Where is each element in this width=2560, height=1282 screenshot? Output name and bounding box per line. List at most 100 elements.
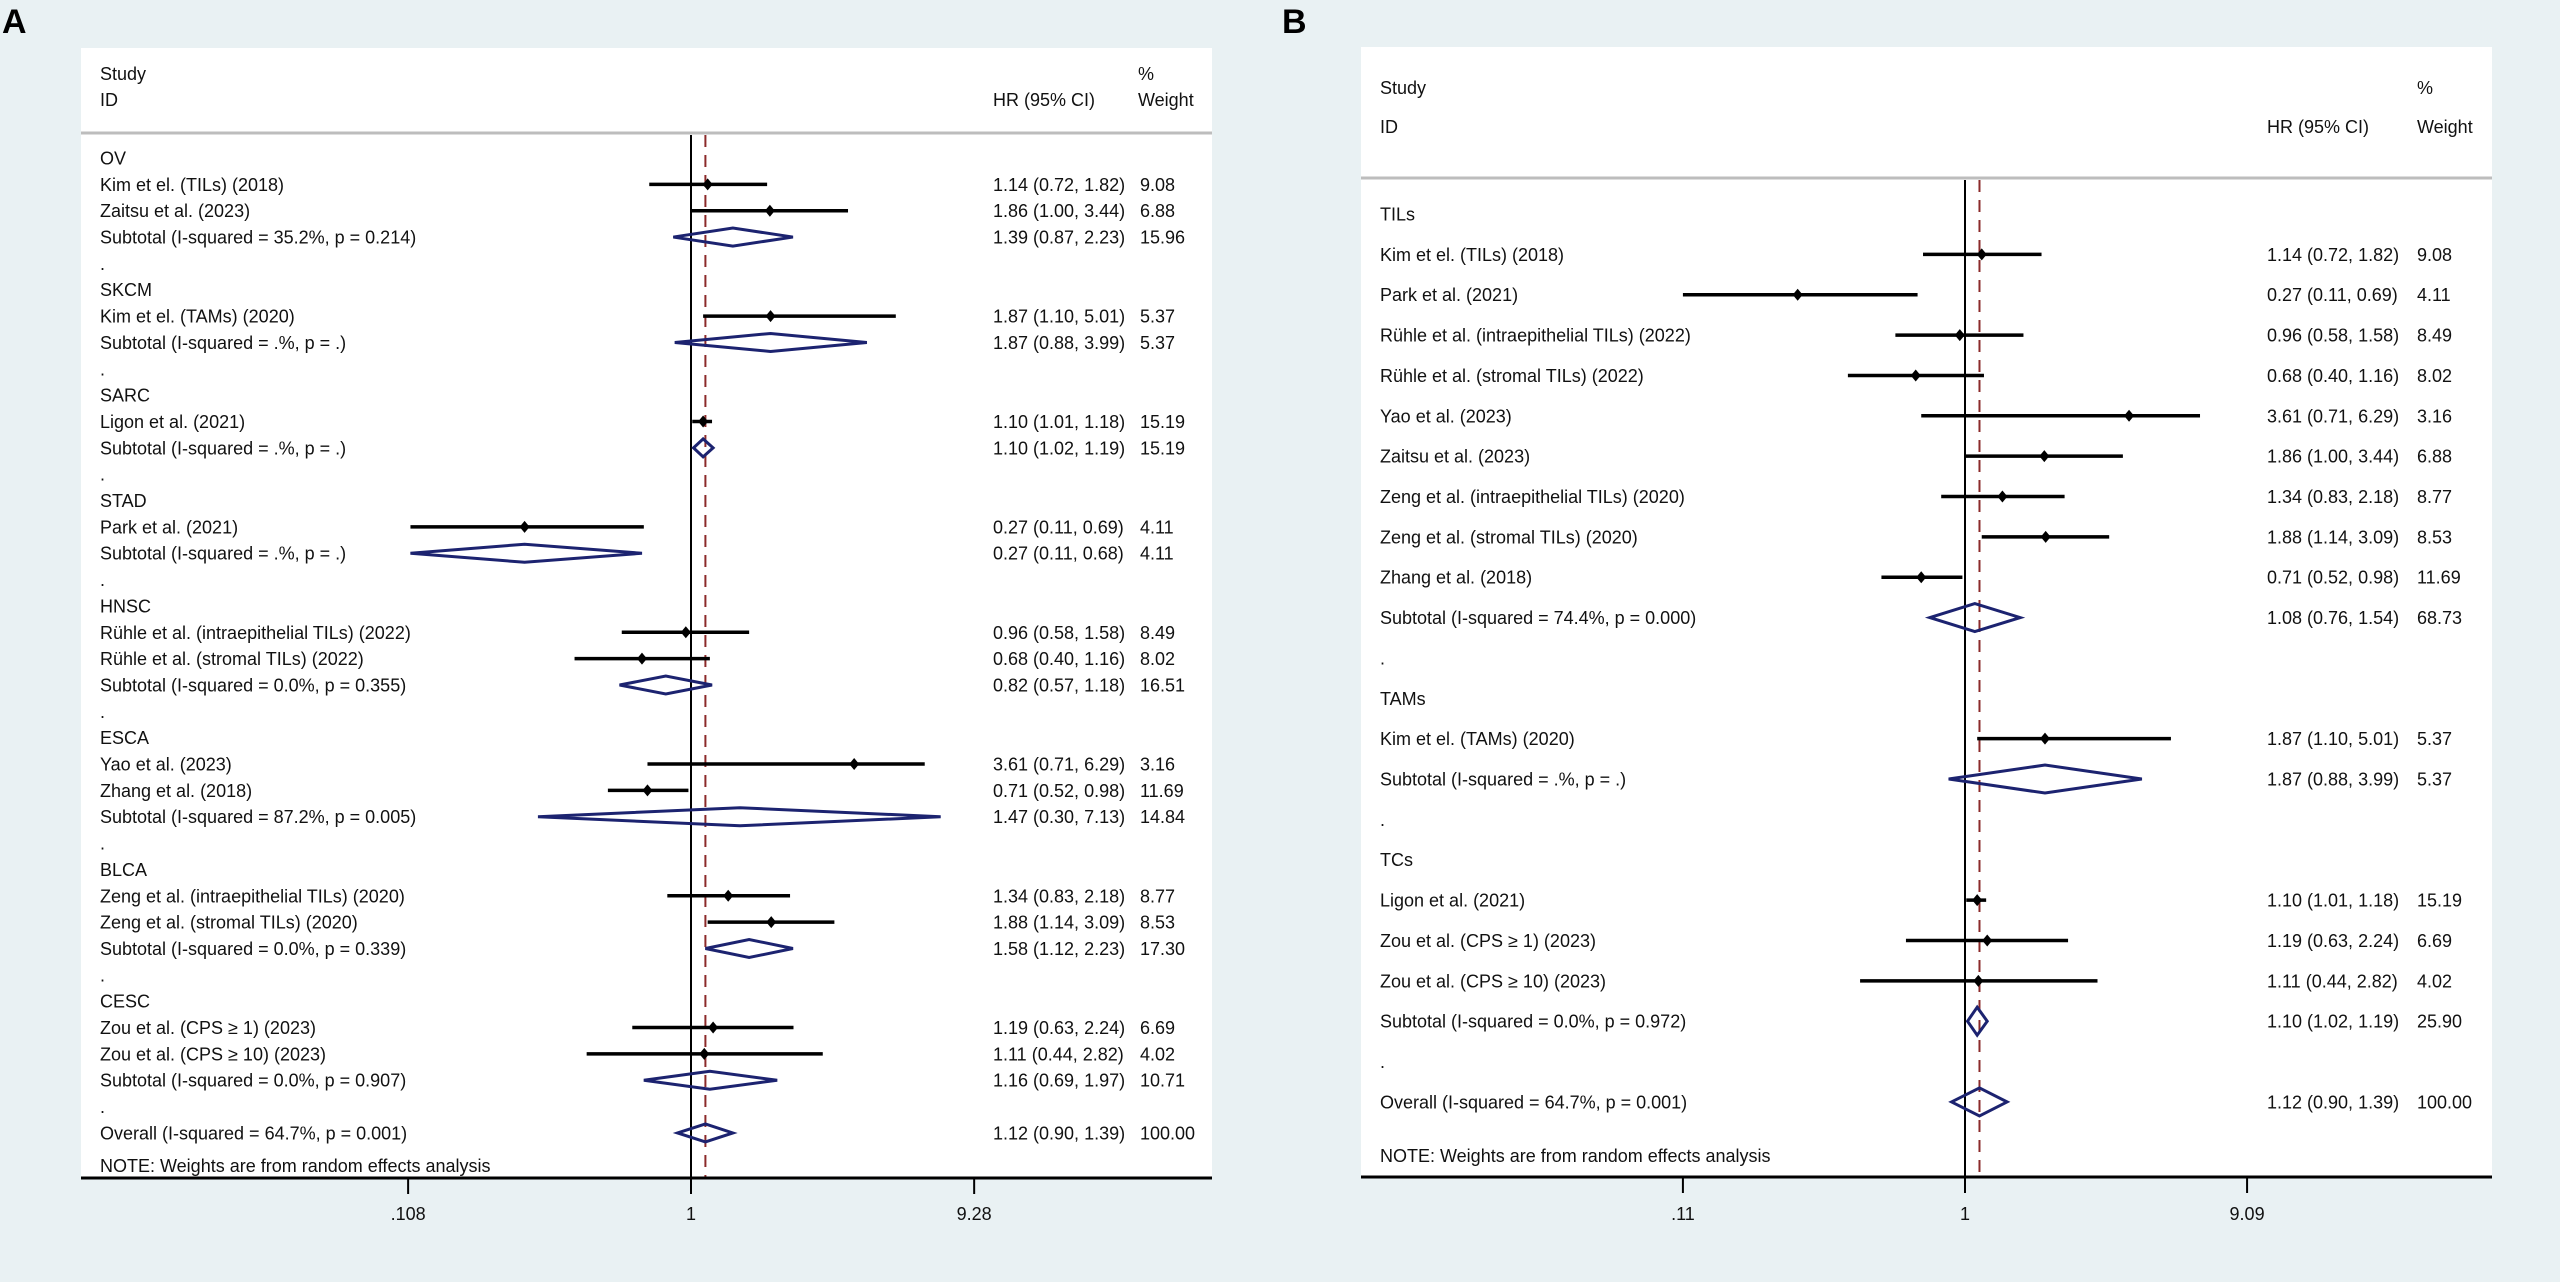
hr-ci-value: 0.96 (0.58, 1.58) bbox=[993, 623, 1125, 643]
hr-ci-value: 1.86 (1.00, 3.44) bbox=[993, 201, 1125, 221]
hr-ci-value: 1.12 (0.90, 1.39) bbox=[993, 1123, 1125, 1143]
subtotal-label: Subtotal (I-squared = 0.0%, p = 0.355) bbox=[100, 675, 406, 695]
panel-a-label: A bbox=[2, 3, 27, 41]
x-tick-label: 9.09 bbox=[2230, 1204, 2265, 1224]
group-label: BLCA bbox=[100, 860, 147, 880]
study-row-label: Ligon et al. (2021) bbox=[100, 412, 245, 432]
study-row-label: Kim et el. (TAMs) (2020) bbox=[1380, 729, 1575, 749]
hr-ci-value: 0.27 (0.11, 0.68) bbox=[993, 544, 1124, 564]
study-row-label: Kim et el. (TILs) (2018) bbox=[100, 175, 284, 195]
point-estimate-marker bbox=[2124, 409, 2135, 422]
subtotal-diamond bbox=[1924, 602, 2026, 634]
study-row-label: Kim et el. (TILs) (2018) bbox=[1380, 245, 1564, 265]
weight-value: 15.19 bbox=[2417, 891, 2462, 911]
subtotal-diamond bbox=[1965, 1004, 1990, 1038]
subtotal-diamond bbox=[643, 1069, 778, 1091]
group-label: STAD bbox=[100, 491, 147, 511]
weight-value: 8.53 bbox=[2417, 527, 2452, 547]
weight-value: 4.02 bbox=[2417, 971, 2452, 991]
point-estimate-marker bbox=[702, 178, 713, 191]
subtotal-diamond bbox=[674, 331, 868, 353]
subtotal-label: Subtotal (I-squared = 0.0%, p = 0.339) bbox=[100, 939, 406, 959]
group-label: SARC bbox=[100, 386, 150, 406]
study-row-label: Zou et al. (CPS ≥ 1) (2023) bbox=[1380, 931, 1596, 951]
subtotal-diamond bbox=[619, 674, 713, 696]
hr-ci-value: 1.10 (1.01, 1.18) bbox=[993, 412, 1125, 432]
hr-ci-value: 0.82 (0.57, 1.18) bbox=[993, 675, 1125, 695]
point-estimate-marker bbox=[636, 652, 647, 665]
hr-ci-value: 1.34 (0.83, 2.18) bbox=[2267, 487, 2399, 507]
subtotal-diamond bbox=[410, 542, 643, 564]
study-row-label: Zeng et al. (intraepithelial TILs) (2020… bbox=[1380, 487, 1685, 507]
study-row-label: Park et al. (2021) bbox=[100, 517, 238, 537]
hr-ci-value: 0.71 (0.52, 0.98) bbox=[2267, 568, 2399, 588]
point-estimate-marker bbox=[1954, 329, 1965, 342]
overall-diamond bbox=[1948, 1086, 2011, 1118]
hr-ci-value: 0.71 (0.52, 0.98) bbox=[993, 781, 1125, 801]
point-estimate-marker bbox=[1982, 934, 1993, 947]
study-row-label: Rühle et al. (intraepithelial TILs) (202… bbox=[100, 623, 411, 643]
subtotal-label: Subtotal (I-squared = 0.0%, p = 0.972) bbox=[1380, 1012, 1686, 1032]
subtotal-label: Subtotal (I-squared = 35.2%, p = 0.214) bbox=[100, 228, 416, 248]
hr-ci-value: 1.14 (0.72, 1.82) bbox=[993, 175, 1125, 195]
subtotal-label: Subtotal (I-squared = .%, p = .) bbox=[100, 544, 346, 564]
x-tick-label: .108 bbox=[391, 1204, 426, 1224]
point-estimate-marker bbox=[1792, 288, 1803, 301]
hr-ci-value: 1.19 (0.63, 2.24) bbox=[993, 1018, 1125, 1038]
hr-ci-value: 0.96 (0.58, 1.58) bbox=[2267, 326, 2399, 346]
hr-ci-value: 1.16 (0.69, 1.97) bbox=[993, 1071, 1125, 1091]
weight-value: 9.08 bbox=[1140, 175, 1175, 195]
point-estimate-marker bbox=[1916, 571, 1927, 584]
group-label: TILs bbox=[1380, 204, 1415, 224]
header-weight: Weight bbox=[1138, 90, 1194, 110]
hr-ci-value: 1.88 (1.14, 3.09) bbox=[993, 913, 1125, 933]
x-tick-label: 9.28 bbox=[957, 1204, 992, 1224]
weight-value: 9.08 bbox=[2417, 245, 2452, 265]
weight-value: 3.16 bbox=[2417, 406, 2452, 426]
weight-value: 6.88 bbox=[2417, 447, 2452, 467]
subtotal-diamond bbox=[705, 937, 794, 960]
weight-value: 25.90 bbox=[2417, 1012, 2462, 1032]
study-row-label: Zeng et al. (stromal TILs) (2020) bbox=[100, 913, 358, 933]
hr-ci-value: 1.12 (0.90, 1.39) bbox=[2267, 1092, 2399, 1112]
hr-ci-value: 1.34 (0.83, 2.18) bbox=[993, 886, 1125, 906]
hr-ci-value: 0.27 (0.11, 0.69) bbox=[2267, 285, 2398, 305]
subtotal-diamond bbox=[691, 436, 716, 459]
group-label: TCs bbox=[1380, 850, 1413, 870]
header-hr: HR (95% CI) bbox=[993, 90, 1095, 110]
hr-ci-value: 1.10 (1.01, 1.18) bbox=[2267, 891, 2399, 911]
weight-value: 100.00 bbox=[1140, 1123, 1195, 1143]
subtotal-label: Subtotal (I-squared = 74.4%, p = 0.000) bbox=[1380, 608, 1696, 628]
hr-ci-value: 3.61 (0.71, 6.29) bbox=[2267, 406, 2399, 426]
study-row-label: Rühle et al. (stromal TILs) (2022) bbox=[1380, 366, 1644, 386]
header-study: Study bbox=[100, 64, 146, 84]
study-row-label: Zhang et al. (2018) bbox=[100, 781, 252, 801]
spacer-label: . bbox=[100, 834, 105, 854]
point-estimate-marker bbox=[708, 1021, 719, 1034]
weight-value: 8.02 bbox=[2417, 366, 2452, 386]
hr-ci-value: 0.68 (0.40, 1.16) bbox=[2267, 366, 2399, 386]
study-row-label: Zeng et al. (stromal TILs) (2020) bbox=[1380, 527, 1638, 547]
header-study: Study bbox=[1380, 78, 1426, 98]
point-estimate-marker bbox=[2039, 732, 2050, 745]
weight-value: 5.37 bbox=[1140, 307, 1175, 327]
point-estimate-marker bbox=[766, 916, 777, 929]
hr-ci-value: 1.08 (0.76, 1.54) bbox=[2267, 608, 2399, 628]
group-label: OV bbox=[100, 148, 126, 168]
group-label: ESCA bbox=[100, 728, 149, 748]
weight-value: 100.00 bbox=[2417, 1092, 2472, 1112]
hr-ci-value: 1.11 (0.44, 2.82) bbox=[2267, 971, 2398, 991]
weight-value: 8.49 bbox=[1140, 623, 1175, 643]
point-estimate-marker bbox=[723, 889, 734, 902]
weight-value: 8.77 bbox=[1140, 886, 1175, 906]
header-id: ID bbox=[100, 90, 118, 110]
spacer-label: . bbox=[100, 702, 105, 722]
point-estimate-marker bbox=[849, 758, 860, 771]
weight-value: 4.02 bbox=[1140, 1044, 1175, 1064]
point-estimate-marker bbox=[2040, 530, 2051, 543]
study-row-label: Rühle et al. (intraepithelial TILs) (202… bbox=[1380, 326, 1691, 346]
point-estimate-marker bbox=[699, 1047, 710, 1060]
study-row-label: Yao et al. (2023) bbox=[1380, 406, 1512, 426]
study-row-label: Ligon et al. (2021) bbox=[1380, 891, 1525, 911]
